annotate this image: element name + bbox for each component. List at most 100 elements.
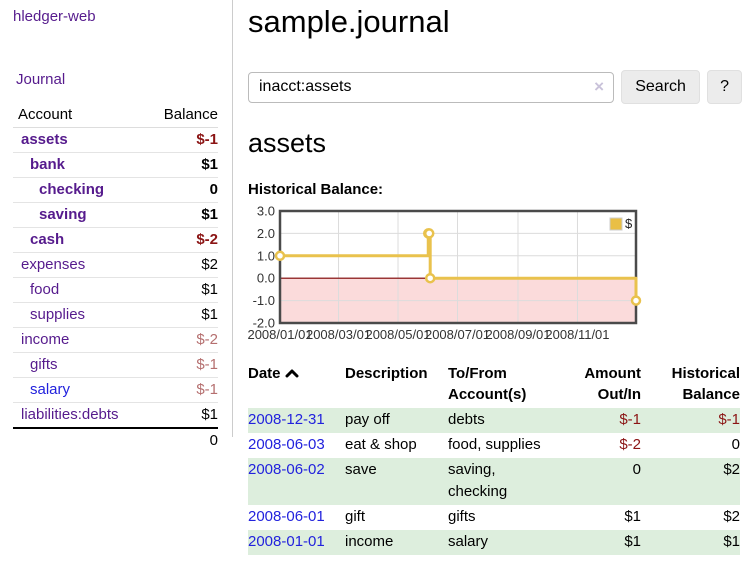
account-link-gifts[interactable]: gifts xyxy=(30,356,58,373)
register-header-accounts[interactable]: To/From Account(s) xyxy=(448,365,527,403)
sidebar: hledger-web Journal Account Balance asse… xyxy=(0,0,232,453)
register-accounts: salary xyxy=(448,533,489,550)
account-balance: $-2 xyxy=(148,327,218,353)
account-balance: $1 xyxy=(148,152,218,178)
register-amount: $-1 xyxy=(619,411,641,428)
accounts-header-balance: Balance xyxy=(148,103,218,128)
register-row: 2008-01-01 income salary $1 $1 xyxy=(248,530,740,555)
account-link-liabilities-debts[interactable]: liabilities:debts xyxy=(21,406,119,423)
clear-search-icon[interactable]: × xyxy=(594,76,604,96)
account-link-assets[interactable]: assets xyxy=(21,131,68,148)
y-tick-label: 3.0 xyxy=(257,204,275,219)
register-date-link[interactable]: 2008-06-02 xyxy=(248,461,325,478)
account-cell: income xyxy=(13,327,149,353)
account-cell: salary xyxy=(13,377,149,403)
account-link-bank[interactable]: bank xyxy=(30,156,66,173)
accounts-table: Account Balance assets $-1 bank $1 checking 0… xyxy=(13,103,218,453)
register-header-date[interactable]: Date xyxy=(248,363,345,408)
account-row: expenses $2 xyxy=(13,252,218,278)
account-balance: $1 xyxy=(148,277,218,303)
chart-border xyxy=(278,209,638,325)
account-page-title: assets xyxy=(248,128,327,158)
account-cell: food xyxy=(13,277,149,303)
register-header-amount[interactable]: Amount Out/In xyxy=(584,365,641,403)
account-cell: expenses xyxy=(13,252,149,278)
register-date-cell: 2008-06-03 xyxy=(248,433,345,458)
account-cell: checking xyxy=(13,177,149,203)
account-link-cash[interactable]: cash xyxy=(30,231,65,248)
x-tick-label: 2008/09/01 xyxy=(485,327,550,342)
register-header-description[interactable]: Description xyxy=(345,365,428,382)
register-row: 2008-06-03 eat & shop food, supplies $-2 0 xyxy=(248,433,740,458)
account-link-income[interactable]: income xyxy=(21,331,70,348)
register-date-link[interactable]: 2008-06-03 xyxy=(248,436,325,453)
search-input-wrap: × xyxy=(248,71,614,103)
account-balance: 0 xyxy=(148,177,218,203)
search-button[interactable]: Search xyxy=(621,70,701,104)
sidebar-item-journal[interactable]: Journal xyxy=(16,71,66,88)
y-tick-label: -2.0 xyxy=(253,316,275,331)
x-tick-label: 2008/07/01 xyxy=(425,327,490,342)
accounts-header-account: Account xyxy=(13,103,149,128)
register-row: 2008-12-31 pay off debts $-1 $-1 xyxy=(248,408,740,433)
x-tick-label: 2008/01/01 xyxy=(247,327,312,342)
register-balance: $2 xyxy=(723,508,740,525)
register-accounts: gifts xyxy=(448,508,476,525)
register-amount: $1 xyxy=(624,533,641,550)
accounts-table-body: assets $-1 bank $1 checking 0 saving $1 cash $-2 e… xyxy=(13,127,218,453)
register-table: Date Description To/From Account(s) Amou… xyxy=(248,363,740,555)
register-date-link[interactable]: 2008-06-01 xyxy=(248,508,325,525)
account-row: saving $1 xyxy=(13,202,218,228)
register-table-body: 2008-12-31 pay off debts $-1 $-1 2008-06-03 ea… xyxy=(248,408,740,555)
data-point-marker xyxy=(423,228,435,239)
register-header-balance[interactable]: Historical Balance xyxy=(671,365,740,403)
account-balance: $-2 xyxy=(148,227,218,253)
app-title: hledger-web xyxy=(13,8,218,25)
account-link-salary[interactable]: salary xyxy=(30,381,71,398)
account-row: salary $-1 xyxy=(13,377,218,403)
account-row: income $-2 xyxy=(13,327,218,353)
register-date-cell: 2008-12-31 xyxy=(248,408,345,433)
accounts-total-spacer xyxy=(13,427,149,453)
accounts-table-header: Account Balance xyxy=(13,103,218,128)
account-balance: $-1 xyxy=(148,377,218,403)
chart-title-label: Historical Balance: xyxy=(248,181,384,198)
account-link-checking[interactable]: checking xyxy=(39,181,105,198)
register-date-cell: 2008-06-01 xyxy=(248,505,345,530)
app-title-link[interactable]: hledger-web xyxy=(13,8,96,25)
register-description: income xyxy=(345,533,394,550)
search-input[interactable] xyxy=(248,71,614,103)
register-date-link[interactable]: 2008-12-31 xyxy=(248,411,325,428)
account-balance: $-1 xyxy=(148,352,218,378)
register-description: save xyxy=(345,461,377,478)
account-cell: supplies xyxy=(13,302,149,328)
account-cell: liabilities:debts xyxy=(13,402,149,429)
register-date-cell: 2008-01-01 xyxy=(248,530,345,555)
register-balance: $1 xyxy=(723,533,740,550)
data-point-marker xyxy=(424,272,436,284)
account-link-food[interactable]: food xyxy=(30,281,60,298)
register-row: 2008-06-02 save saving, checking 0 $2 xyxy=(248,458,740,505)
account-row: supplies $1 xyxy=(13,302,218,328)
x-tick-label: 2008/05/01 xyxy=(365,327,430,342)
account-cell: gifts xyxy=(13,352,149,378)
help-button[interactable]: ? xyxy=(707,70,742,104)
data-point-marker xyxy=(274,250,286,262)
account-row: liabilities:debts $1 xyxy=(13,402,218,429)
account-link-expenses[interactable]: expenses xyxy=(21,256,86,273)
main-content: sample.journal × Search ? assets Histori… xyxy=(247,0,742,555)
account-link-saving[interactable]: saving xyxy=(39,206,87,223)
search-form: × Search ? xyxy=(248,70,742,104)
accounts-total-row: 0 xyxy=(13,427,218,453)
register-accounts: debts xyxy=(448,411,485,428)
account-cell: saving xyxy=(13,202,149,228)
y-tick-label: -1.0 xyxy=(253,293,275,308)
register-description: gift xyxy=(345,508,366,525)
account-row: food $1 xyxy=(13,277,218,303)
accounts-total-value: 0 xyxy=(148,427,218,453)
register-accounts: food, supplies xyxy=(448,436,541,453)
page-title: sample.journal xyxy=(248,4,450,39)
account-link-supplies[interactable]: supplies xyxy=(30,306,86,323)
register-description: pay off xyxy=(345,411,390,428)
register-date-link[interactable]: 2008-01-01 xyxy=(248,533,325,550)
